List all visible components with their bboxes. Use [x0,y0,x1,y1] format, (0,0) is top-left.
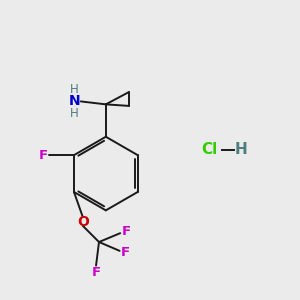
Text: F: F [92,266,100,278]
Text: N: N [68,94,80,108]
Text: F: F [122,225,130,238]
Text: H: H [235,142,248,158]
Text: Cl: Cl [201,142,217,158]
Text: H: H [70,82,79,95]
Text: H: H [70,107,79,120]
Text: O: O [77,215,89,229]
Text: F: F [39,149,48,162]
Text: F: F [121,246,130,259]
